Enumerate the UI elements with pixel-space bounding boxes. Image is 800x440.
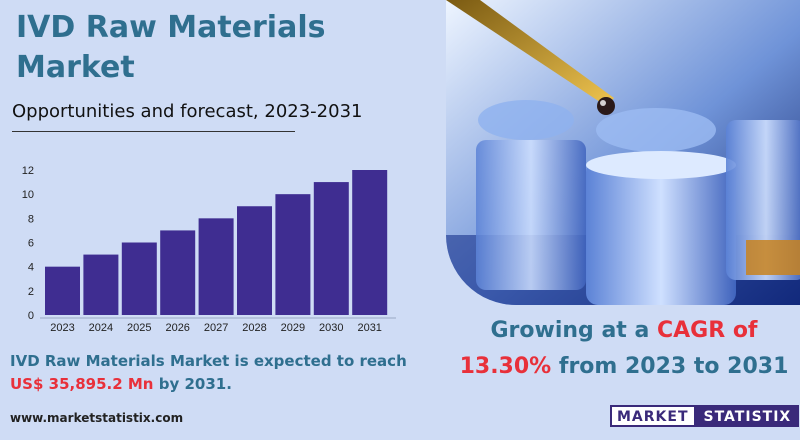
- forecast-text: IVD Raw Materials Market is expected to …: [10, 352, 407, 370]
- market-forecast: IVD Raw Materials Market is expected to …: [10, 350, 450, 396]
- bar-2023: [45, 266, 80, 315]
- bars: [45, 170, 388, 315]
- x-tick-label: 2027: [204, 322, 228, 334]
- x-tick-label: 2030: [319, 322, 343, 334]
- y-tick-label: 10: [22, 189, 34, 201]
- y-axis: 0 2 4 6 8 10 12: [22, 165, 34, 322]
- bar-2031: [352, 170, 388, 315]
- x-axis: 2023 2024 2025 2026 2027 2028 2029 2030 2031: [50, 322, 382, 334]
- cagr-statement: Growing at a CAGR of 13.30% from 2023 to…: [448, 313, 800, 385]
- page-title: IVD Raw Materials Market: [16, 10, 326, 85]
- y-tick-label: 0: [28, 310, 34, 322]
- logo-text-statistix: STATISTIX: [695, 405, 800, 427]
- bar-2026: [160, 230, 196, 315]
- bar-2030: [313, 182, 349, 315]
- x-tick-label: 2025: [127, 322, 151, 334]
- y-tick-label: 2: [28, 286, 34, 298]
- y-tick-label: 12: [22, 165, 34, 177]
- x-tick-label: 2024: [89, 322, 113, 334]
- x-tick-label: 2031: [357, 322, 381, 334]
- bar-2025: [121, 242, 157, 315]
- subtitle: Opportunities and forecast, 2023-2031: [12, 101, 363, 122]
- forecast-suffix: by 2031.: [153, 375, 232, 393]
- x-tick-label: 2026: [165, 322, 189, 334]
- cagr-prefix: Growing at a: [490, 318, 657, 343]
- bar-2024: [83, 254, 119, 315]
- cagr-suffix: from 2023 to 2031: [551, 354, 789, 379]
- y-tick-label: 8: [28, 213, 34, 225]
- website-link[interactable]: www.marketstatistix.com: [10, 411, 184, 425]
- bar-2027: [198, 218, 234, 315]
- forecast-value: US$ 35,895.2 Mn: [10, 375, 154, 393]
- y-tick-label: 4: [28, 262, 34, 274]
- logo-text-market: MARKET: [610, 405, 696, 427]
- divider: [12, 131, 295, 132]
- bar-2028: [237, 206, 272, 315]
- y-tick-label: 6: [28, 238, 34, 250]
- x-tick-label: 2023: [50, 322, 74, 334]
- x-tick-label: 2028: [242, 322, 266, 334]
- brand-logo: MARKET STATISTIX: [610, 405, 800, 427]
- lab-photo: [446, 0, 800, 305]
- x-tick-label: 2029: [281, 322, 305, 334]
- cagr-label: CAGR of: [656, 318, 758, 343]
- cagr-rate: 13.30%: [459, 354, 552, 379]
- bar-2029: [275, 194, 311, 315]
